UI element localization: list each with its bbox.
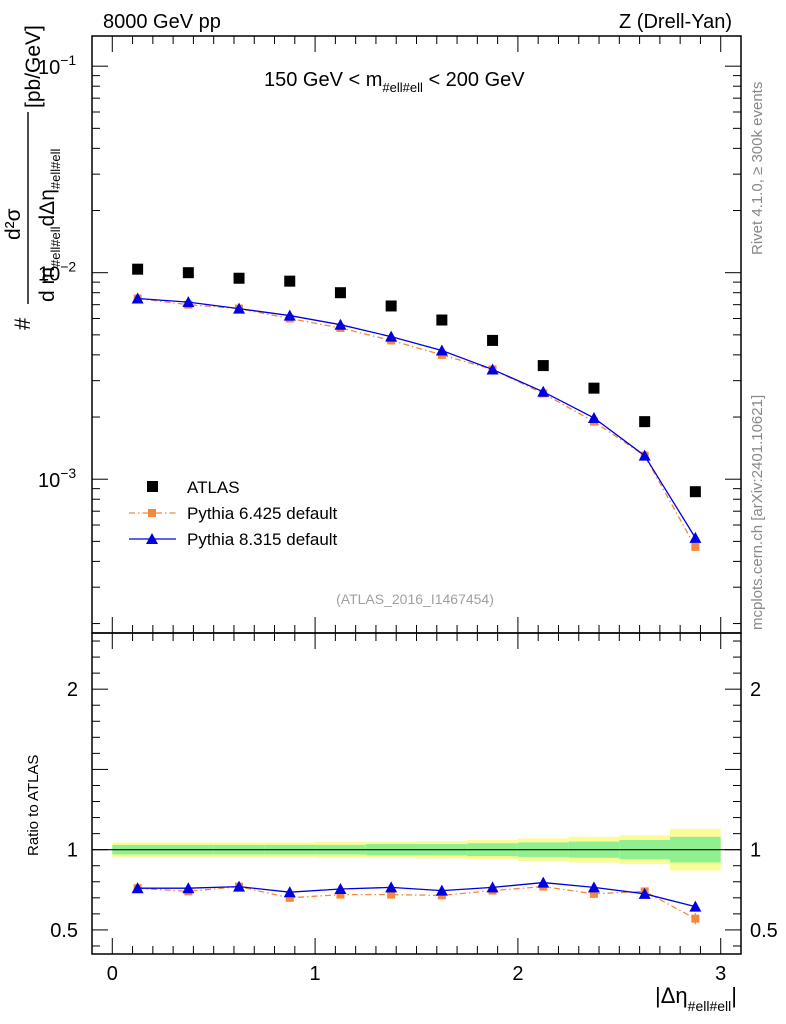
ratio-pythia8-point — [385, 881, 398, 893]
ratio-y-tick-label: 2 — [67, 679, 78, 701]
pythia8-point — [537, 385, 550, 397]
atlas-point — [385, 300, 397, 312]
svg-text:[pb/GeV]: [pb/GeV] — [22, 25, 45, 108]
pythia8-point — [334, 318, 347, 330]
plot-title: 150 GeV < m#ell#ell < 200 GeV — [264, 69, 525, 95]
ratio-y-tick-label: 1 — [67, 840, 78, 862]
ratio-y-axis: 0.5 0.5 1 1 2 2 — [50, 640, 778, 947]
ratio-pythia8-point — [587, 881, 600, 893]
ratio-pythia8-point — [537, 876, 550, 888]
atlas-point — [588, 382, 600, 394]
analysis-watermark: (ATLAS_2016_I1467454) — [336, 591, 494, 607]
ratio-plot-frame — [91, 632, 742, 955]
x-tick-label: 1 — [310, 963, 321, 985]
legend: ATLAS Pythia 6.425 default Pythia 8.315 … — [129, 478, 338, 549]
ratio-y-tick-label: 0.5 — [50, 920, 78, 942]
atlas-point — [132, 263, 144, 275]
main-y-axis: 10−1 10−2 10−3 — [38, 52, 741, 625]
legend-marker-pythia6 — [148, 509, 156, 517]
legend-label-pythia8: Pythia 8.315 default — [187, 530, 338, 549]
pythia8-point — [486, 363, 499, 375]
header-left: 8000 GeV pp — [103, 11, 221, 33]
main-series — [131, 263, 702, 551]
ratio-pythia8-point — [689, 900, 702, 912]
pythia6-line — [137, 297, 696, 548]
ratio-pythia6-point — [691, 914, 700, 923]
legend-label-pythia6: Pythia 6.425 default — [187, 504, 338, 523]
ratio-pythia6-point — [589, 889, 598, 898]
ratio-pythia8-point — [131, 882, 144, 894]
mcplots-label: mcplots.cern.ch [arXiv:2401.10621] — [749, 395, 766, 630]
atlas-point — [334, 287, 346, 299]
pythia8-point — [182, 296, 195, 308]
atlas-point — [689, 486, 701, 498]
x-axis-label: |Δη#ell#ell| — [655, 983, 737, 1014]
main-y-label: # d²σ d m#ell#elldΔη#ell#ell [pb/GeV] — [2, 25, 63, 330]
atlas-point — [487, 334, 499, 346]
pythia6-point — [691, 542, 700, 551]
svg-text:d m#ell#elldΔη#ell#ell: d m#ell#elldΔη#ell#ell — [36, 149, 63, 302]
ratio-pythia6-point — [336, 890, 345, 899]
pythia8-point — [283, 309, 296, 321]
header-right: Z (Drell-Yan) — [619, 11, 732, 33]
ratio-y-tick-label-right: 2 — [750, 679, 761, 701]
legend-marker-pythia8 — [146, 533, 158, 544]
atlas-point — [537, 360, 549, 372]
atlas-point — [284, 275, 296, 287]
ratio-pythia8-point — [334, 882, 347, 894]
pythia8-point — [587, 411, 600, 423]
svg-text:d²σ: d²σ — [2, 208, 25, 240]
x-tick-label: 3 — [715, 963, 726, 985]
atlas-point — [233, 272, 245, 284]
atlas-point — [639, 416, 651, 428]
main-y-tick-label: 10−3 — [38, 465, 76, 492]
pythia8-point — [435, 344, 448, 356]
pythia8-point — [638, 449, 651, 461]
legend-entry-atlas: ATLAS — [147, 478, 240, 497]
legend-entry-pythia8: Pythia 8.315 default — [129, 530, 338, 549]
x-tick-label: 0 — [107, 963, 118, 985]
legend-marker-atlas — [147, 481, 158, 492]
pythia8-line — [137, 297, 696, 539]
x-axis: 0 1 2 3 — [107, 36, 726, 985]
ratio-pythia6-point — [387, 890, 396, 899]
ratio-y-label: Ratio to ATLAS — [25, 755, 42, 856]
ratio-pythia6-point — [285, 893, 294, 902]
main-y-tick-label: 10−1 — [38, 52, 76, 79]
ratio-y-tick-label-right: 1 — [750, 840, 761, 862]
ratio-pythia6-line — [137, 885, 696, 920]
x-tick-label: 2 — [512, 963, 523, 985]
atlas-point — [182, 267, 194, 279]
svg-text:#: # — [10, 317, 35, 330]
legend-entry-pythia6: Pythia 6.425 default — [129, 504, 338, 523]
legend-label-atlas: ATLAS — [187, 478, 240, 497]
rivet-label: Rivet 4.1.0, ≥ 300k events — [749, 82, 766, 255]
ratio-y-tick-label-right: 0.5 — [750, 920, 778, 942]
pythia8-point — [385, 330, 398, 342]
ratio-pythia8-point — [638, 887, 651, 899]
ratio-series — [131, 876, 702, 925]
ratio-uncertainty-band — [92, 828, 741, 871]
ratio-pythia8-point — [283, 886, 296, 898]
atlas-point — [436, 314, 448, 326]
pythia8-point — [131, 292, 144, 304]
pythia8-point — [233, 302, 246, 314]
main-y-tick-label: 10−2 — [38, 259, 76, 286]
ratio-pythia8-point — [233, 880, 246, 892]
pythia8-point — [689, 531, 702, 543]
ratio-pythia8-point — [182, 882, 195, 894]
ratio-pythia8-point — [435, 884, 448, 896]
ratio-pythia8-line — [137, 881, 696, 908]
ratio-pythia8-point — [486, 881, 499, 893]
